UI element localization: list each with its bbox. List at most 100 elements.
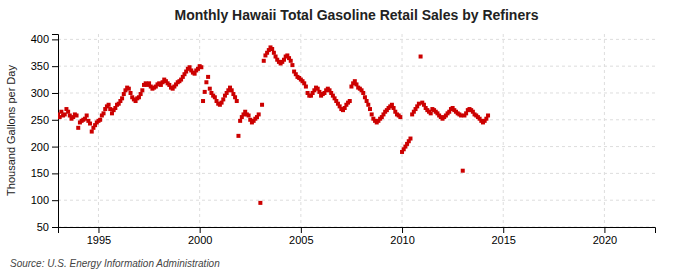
point (304, 85, 308, 89)
y-tick-label: 250 (31, 114, 49, 126)
grid-line-y (58, 92, 655, 93)
point (75, 113, 79, 117)
grid-line-x (503, 34, 504, 227)
x-tick-mark (301, 227, 302, 233)
y-tick-mark (52, 200, 58, 201)
point (289, 59, 293, 63)
point (102, 111, 106, 115)
grid-line-x (402, 34, 403, 227)
point (368, 107, 372, 111)
point (366, 103, 370, 107)
x-tick-mark (604, 227, 605, 233)
point (206, 75, 210, 79)
point (201, 99, 205, 103)
chart: 1995 2000 2005 2010 2015 2020 50 100 150 200 250 30… (0, 0, 675, 275)
y-tick: 100 (31, 194, 58, 206)
point (76, 126, 80, 130)
point (247, 113, 251, 117)
x-tick-mark (200, 227, 201, 233)
point (270, 47, 274, 51)
point (90, 130, 94, 134)
point (139, 92, 143, 96)
grid-line-y (58, 119, 655, 120)
x-tick: 1995 (87, 227, 111, 246)
point (236, 134, 240, 138)
y-tick-label: 400 (31, 33, 49, 45)
point (461, 169, 465, 173)
point (370, 112, 374, 116)
x-tick-mark (402, 227, 403, 233)
point (120, 96, 124, 100)
y-tick: 200 (31, 141, 58, 153)
point (203, 90, 207, 94)
x-axis-line (59, 228, 656, 234)
x-tick-label: 2020 (593, 234, 617, 246)
y-axis-title: Thousand Gallons per Day (5, 65, 17, 196)
title: Monthly Hawaii Total Gasoline Retail Sal… (175, 7, 539, 23)
x-tick-label: 2000 (188, 234, 212, 246)
grid (58, 34, 655, 227)
point (235, 99, 239, 103)
point (85, 113, 89, 117)
point (66, 110, 70, 114)
y-tick-label: 200 (31, 141, 49, 153)
point (213, 95, 217, 99)
y-tick-label: 100 (31, 194, 49, 206)
point (408, 137, 412, 141)
y-tick: 300 (31, 87, 58, 99)
plot-area (58, 45, 490, 204)
y-axis-line (52, 35, 59, 228)
grid-line-x (604, 34, 605, 227)
point (199, 65, 203, 69)
point (98, 118, 102, 122)
grid-line-x (98, 34, 99, 227)
y-tick-mark (52, 227, 58, 228)
y-tick: 50 (37, 221, 58, 233)
point (260, 103, 264, 107)
point (486, 113, 490, 117)
y-tick: 400 (31, 33, 58, 45)
y-tick-mark (52, 147, 58, 148)
x-tick-label: 2010 (390, 234, 414, 246)
point (129, 91, 133, 95)
y-tick-mark (52, 173, 58, 174)
point (230, 88, 234, 92)
y-axis: 50 100 150 200 250 300 350 400 (31, 33, 59, 233)
grid-line-y (58, 200, 655, 201)
x-axis: 1995 2000 2005 2010 2015 2020 (59, 227, 656, 246)
y-tick-mark (52, 39, 58, 40)
y-tick-label: 150 (31, 167, 49, 179)
point (392, 106, 396, 110)
point (88, 122, 92, 126)
y-tick-mark (52, 66, 58, 67)
point (107, 103, 111, 107)
grid-line-y (58, 146, 655, 147)
x-tick: 2015 (491, 227, 515, 246)
point (361, 91, 365, 95)
y-tick: 150 (31, 167, 58, 179)
point (127, 87, 131, 91)
y-tick-mark (52, 93, 58, 94)
point (233, 95, 237, 99)
point (272, 51, 276, 55)
x-tick-label: 2015 (491, 234, 515, 246)
x-tick-mark (503, 227, 504, 233)
point (365, 99, 369, 103)
grid-line-y (58, 173, 655, 174)
point (122, 92, 126, 96)
point (221, 97, 225, 101)
x-tick: 2005 (289, 227, 313, 246)
y-tick-mark (52, 120, 58, 121)
point (348, 99, 352, 103)
annotation: Source: U.S. Energy Information Administ… (10, 258, 220, 269)
grid-line-x (199, 34, 200, 227)
grid-line-y (58, 39, 655, 40)
x-tick-label: 1995 (87, 234, 111, 246)
x-tick: 2010 (390, 227, 414, 246)
point (398, 115, 402, 119)
y-tick-label: 50 (37, 221, 49, 233)
point (208, 87, 212, 91)
y-tick-label: 350 (31, 60, 49, 72)
point (204, 80, 208, 84)
x-tick: 2020 (593, 227, 617, 246)
